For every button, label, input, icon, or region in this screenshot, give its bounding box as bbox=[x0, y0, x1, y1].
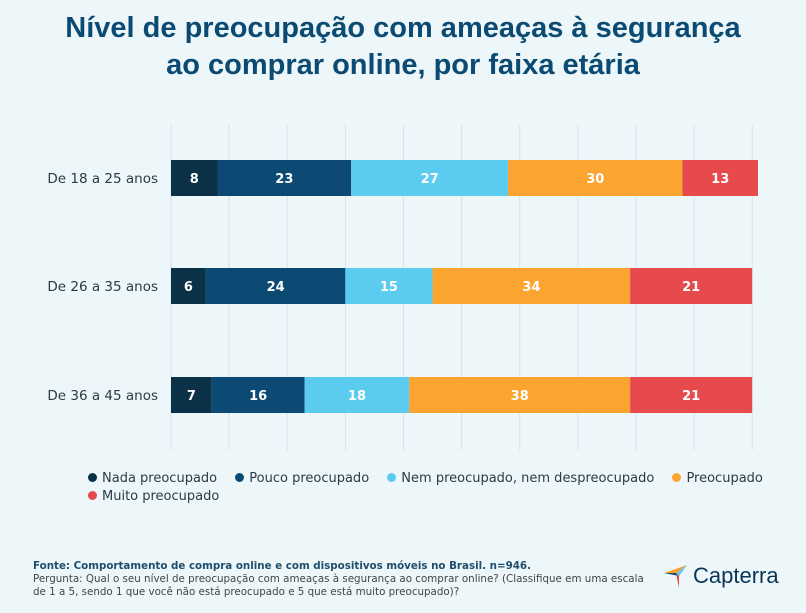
logo-text: Capterra bbox=[693, 563, 779, 588]
bar-segment bbox=[630, 377, 753, 413]
chart-legend: Nada preocupado Pouco preocupado Nem pre… bbox=[88, 470, 778, 506]
legend-item-nada-preocupado: Nada preocupado bbox=[88, 470, 217, 488]
legend-item-pouco-preocupado: Pouco preocupado bbox=[235, 470, 369, 488]
legend-swatch-icon bbox=[88, 473, 97, 482]
data-label: 38 bbox=[511, 389, 529, 404]
bar-segment bbox=[217, 160, 352, 196]
legend-row-2: Muito preocupado bbox=[88, 488, 778, 506]
title-line-2: ao comprar online, por faixa etária bbox=[166, 49, 640, 81]
data-label: 6 bbox=[184, 280, 193, 295]
chart-footer: Fonte: Comportamento de compra online e … bbox=[33, 560, 644, 599]
category-label: De 36 a 45 anos bbox=[47, 388, 158, 404]
data-label: 16 bbox=[249, 389, 267, 404]
capterra-logo: Capterra bbox=[663, 562, 779, 590]
bar-segment bbox=[409, 377, 631, 413]
legend-swatch-icon bbox=[235, 473, 245, 482]
title-line-1: Nível de preocupação com ameaças à segur… bbox=[65, 12, 741, 44]
bar-segment bbox=[304, 377, 410, 413]
category-label: De 26 a 35 anos bbox=[47, 279, 158, 295]
data-label: 8 bbox=[190, 172, 199, 187]
category-label: De 18 a 25 anos bbox=[47, 171, 158, 187]
data-label: 21 bbox=[682, 389, 700, 404]
legend-item-muito-preocupado: Muito preocupado bbox=[88, 488, 219, 506]
bar-segment bbox=[171, 377, 212, 413]
bar-segment bbox=[432, 268, 631, 304]
data-label: 18 bbox=[348, 389, 366, 404]
bar-segment bbox=[351, 160, 509, 196]
bar-segment bbox=[205, 268, 346, 304]
question-line-1: Pergunta: Qual o seu nível de preocupaçã… bbox=[33, 573, 644, 585]
data-label: 13 bbox=[711, 172, 729, 187]
bar-segment bbox=[171, 160, 218, 196]
source-note: Fonte: Comportamento de compra online e … bbox=[33, 560, 531, 572]
bar-segment bbox=[508, 160, 683, 196]
capterra-arrow-icon bbox=[664, 565, 687, 588]
question-line-2: de 1 a 5, sendo 1 que você não está preo… bbox=[33, 586, 460, 598]
bar-segment bbox=[171, 268, 206, 304]
data-label: 15 bbox=[380, 280, 398, 295]
data-label: 30 bbox=[586, 172, 604, 187]
data-label: 34 bbox=[522, 280, 540, 295]
data-label: 23 bbox=[275, 172, 293, 187]
legend-swatch-icon bbox=[387, 473, 397, 482]
legend-item-nem-preocupado: Nem preocupado, nem despreocupado bbox=[387, 470, 654, 488]
legend-item-preocupado: Preocupado bbox=[672, 470, 763, 488]
bar-segment bbox=[345, 268, 433, 304]
legend-swatch-icon bbox=[672, 473, 682, 482]
bar-segment bbox=[211, 377, 305, 413]
data-label: 27 bbox=[421, 172, 439, 187]
bar-segment bbox=[682, 160, 758, 196]
chart-title: Nível de preocupação com ameaças à segur… bbox=[0, 10, 806, 84]
data-label: 21 bbox=[682, 280, 700, 295]
bar-segment bbox=[630, 268, 753, 304]
data-label: 24 bbox=[267, 280, 285, 295]
legend-row-1: Nada preocupado Pouco preocupado Nem pre… bbox=[88, 470, 778, 488]
legend-swatch-icon bbox=[88, 491, 97, 500]
data-label: 7 bbox=[187, 389, 196, 404]
